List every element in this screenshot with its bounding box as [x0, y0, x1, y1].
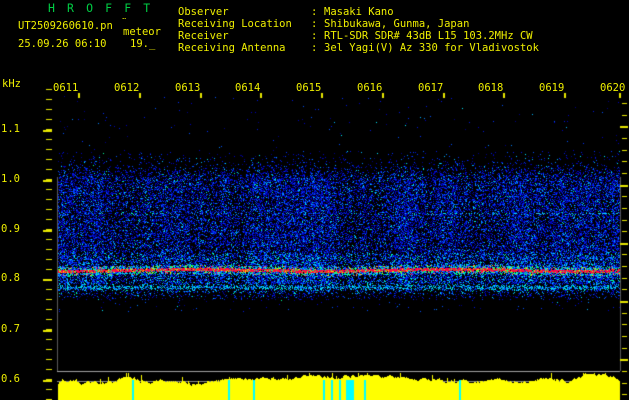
info-label-location: Receiving Location [178, 18, 292, 30]
freq-label: 0.9 [1, 223, 20, 235]
time-label: 0620 [600, 82, 626, 94]
info-colon: : [311, 42, 318, 54]
meteor-count: 19._ [130, 38, 156, 50]
freq-label: 0.7 [1, 323, 20, 335]
time-label: 0616 [357, 82, 383, 94]
time-label: 0614 [235, 82, 261, 94]
diaeresis-mark: ¨ [121, 17, 128, 29]
time-label: 0617 [418, 82, 444, 94]
freq-unit-label: kHz [2, 78, 21, 90]
time-label: 0615 [296, 82, 322, 94]
time-label: 0612 [114, 82, 140, 94]
meteor-mode-label: meteor [123, 26, 161, 38]
datetime-label: 25.09.26 06:10 [18, 38, 107, 50]
freq-label: 1.1 [1, 123, 20, 135]
info-colon: : [311, 30, 318, 42]
freq-label: 0.8 [1, 272, 20, 284]
info-label-antenna: Receiving Antenna [178, 42, 286, 54]
info-value-antenna: 3el Yagi(V) Az 330 for Vladivostok [324, 42, 539, 54]
freq-label: 1.0 [1, 173, 20, 185]
time-label: 0613 [175, 82, 201, 94]
info-colon: : [311, 18, 318, 30]
time-label: 0619 [539, 82, 565, 94]
info-label-receiver: Receiver [178, 30, 229, 42]
info-value-receiver: RTL-SDR SDR# 43dB L15 103.2MHz CW [324, 30, 533, 42]
freq-label: 0.6 [1, 373, 20, 385]
info-colon: : [311, 6, 318, 18]
time-label: 0611 [53, 82, 79, 94]
info-label-observer: Observer [178, 6, 229, 18]
time-label: 0618 [478, 82, 504, 94]
app-title: H R O F F T [48, 1, 153, 15]
info-value-observer: Masaki Kano [324, 6, 394, 18]
output-filename: UT2509260610.pn [18, 20, 113, 32]
info-value-location: Shibukawa, Gunma, Japan [324, 18, 470, 30]
